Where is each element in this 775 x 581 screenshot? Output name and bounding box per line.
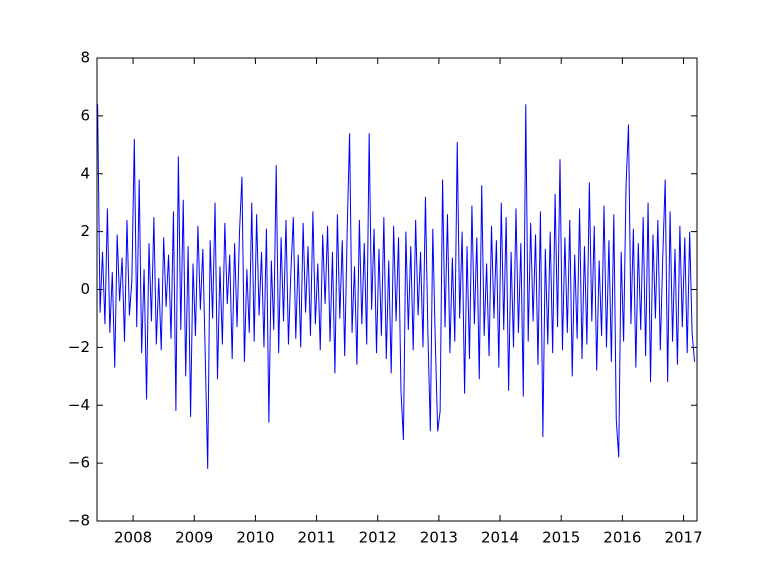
y-tick-label: −6 bbox=[68, 454, 90, 472]
x-tick-label: 2016 bbox=[603, 529, 641, 547]
y-tick-label: 0 bbox=[80, 280, 90, 298]
y-tick-label: 6 bbox=[80, 106, 90, 124]
x-tick-label: 2011 bbox=[297, 529, 335, 547]
x-tick-label: 2014 bbox=[481, 529, 519, 547]
data-line bbox=[97, 104, 696, 469]
y-tick-label: −8 bbox=[68, 512, 90, 530]
y-tick-label: 2 bbox=[80, 222, 90, 240]
x-tick-label: 2008 bbox=[114, 529, 152, 547]
y-tick-label: −4 bbox=[68, 396, 90, 414]
x-tick-label: 2013 bbox=[420, 529, 458, 547]
y-tick-label: 4 bbox=[80, 164, 90, 182]
x-tick-label: 2015 bbox=[542, 529, 580, 547]
x-tick-label: 2010 bbox=[236, 529, 274, 547]
x-tick-label: 2012 bbox=[359, 529, 397, 547]
x-tick-label: 2009 bbox=[175, 529, 213, 547]
y-tick-label: 8 bbox=[80, 49, 90, 67]
plot-area bbox=[97, 104, 696, 469]
x-tick-label: 2017 bbox=[664, 529, 702, 547]
y-tick-label: −2 bbox=[68, 338, 90, 356]
